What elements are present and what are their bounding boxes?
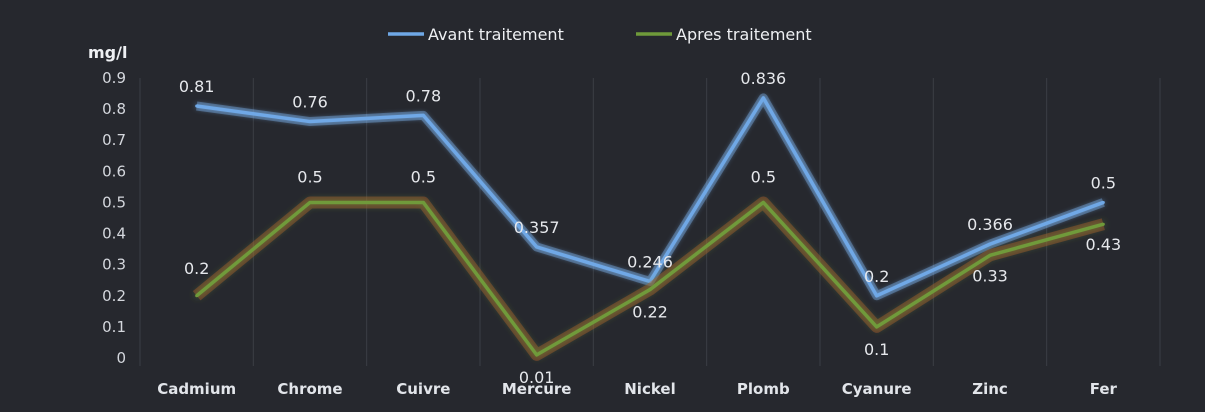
data-label: 0.5	[751, 167, 776, 186]
data-label: 0.22	[632, 303, 668, 322]
data-point	[875, 294, 879, 298]
data-point	[421, 113, 425, 117]
y-axis-ticks: 0 0.1 0.2 0.3 0.4 0.5 0.6 0.7 0.8 0.9	[102, 69, 126, 367]
y-tick-label: 0.5	[102, 193, 126, 211]
data-point	[1101, 200, 1105, 204]
data-point	[988, 253, 992, 257]
data-label: 0.01	[519, 368, 555, 387]
y-tick-label: 0.7	[102, 131, 126, 149]
data-point	[308, 200, 312, 204]
legend-label: Apres traitement	[676, 25, 812, 44]
data-point	[195, 294, 199, 298]
y-axis-unit-label: mg/l	[88, 43, 127, 62]
data-label: 0.2	[864, 267, 889, 286]
data-label: 0.33	[972, 266, 1008, 285]
data-point	[535, 245, 539, 249]
x-category-label: Mercure	[502, 380, 572, 398]
data-point	[648, 279, 652, 283]
data-point	[875, 325, 879, 329]
data-label: 0.2	[184, 259, 209, 278]
data-label: 0.1	[864, 340, 889, 359]
data-label: 0.78	[406, 86, 442, 105]
x-axis-categories: Cadmium Chrome Cuivre Mercure Nickel Plomb Cya…	[157, 380, 1117, 398]
x-category-label: Zinc	[972, 380, 1008, 398]
data-label: 0.246	[627, 252, 673, 271]
y-tick-label: 0.3	[102, 256, 126, 274]
x-category-label: Nickel	[624, 380, 675, 398]
legend: Avant traitement Apres traitement	[388, 25, 812, 44]
data-label: 0.5	[1091, 173, 1116, 192]
data-label: 0.81	[179, 77, 215, 96]
y-tick-label: 0	[116, 349, 126, 367]
data-point	[195, 104, 199, 108]
data-label: 0.43	[1086, 235, 1122, 254]
x-category-label: Cuivre	[396, 380, 450, 398]
data-label: 0.76	[292, 93, 328, 112]
x-category-label: Chrome	[277, 380, 342, 398]
data-point	[988, 242, 992, 246]
data-point	[761, 200, 765, 204]
y-tick-label: 0.1	[102, 318, 126, 336]
series	[192, 93, 1105, 361]
y-tick-label: 0.2	[102, 287, 126, 305]
x-category-label: Fer	[1090, 380, 1118, 398]
data-point	[648, 288, 652, 292]
x-category-label: Plomb	[737, 380, 790, 398]
x-category-label: Cadmium	[157, 380, 236, 398]
data-point	[535, 353, 539, 357]
data-point	[308, 120, 312, 124]
y-tick-label: 0.9	[102, 69, 126, 87]
data-label: 0.836	[740, 69, 786, 88]
y-tick-label: 0.4	[102, 225, 126, 243]
data-label: 0.366	[967, 215, 1013, 234]
data-point	[1101, 222, 1105, 226]
y-tick-label: 0.6	[102, 162, 126, 180]
data-labels: 0.81 0.76 0.78 0.357 0.246 0.836 0.2 0.366 0.5 0.…	[179, 69, 1121, 387]
data-label: 0.5	[297, 167, 322, 186]
data-label: 0.357	[514, 218, 560, 237]
x-category-label: Cyanure	[842, 380, 912, 398]
legend-label: Avant traitement	[428, 25, 564, 44]
y-tick-label: 0.8	[102, 100, 126, 118]
data-point	[421, 200, 425, 204]
data-point	[761, 96, 765, 100]
data-label: 0.5	[411, 167, 436, 186]
